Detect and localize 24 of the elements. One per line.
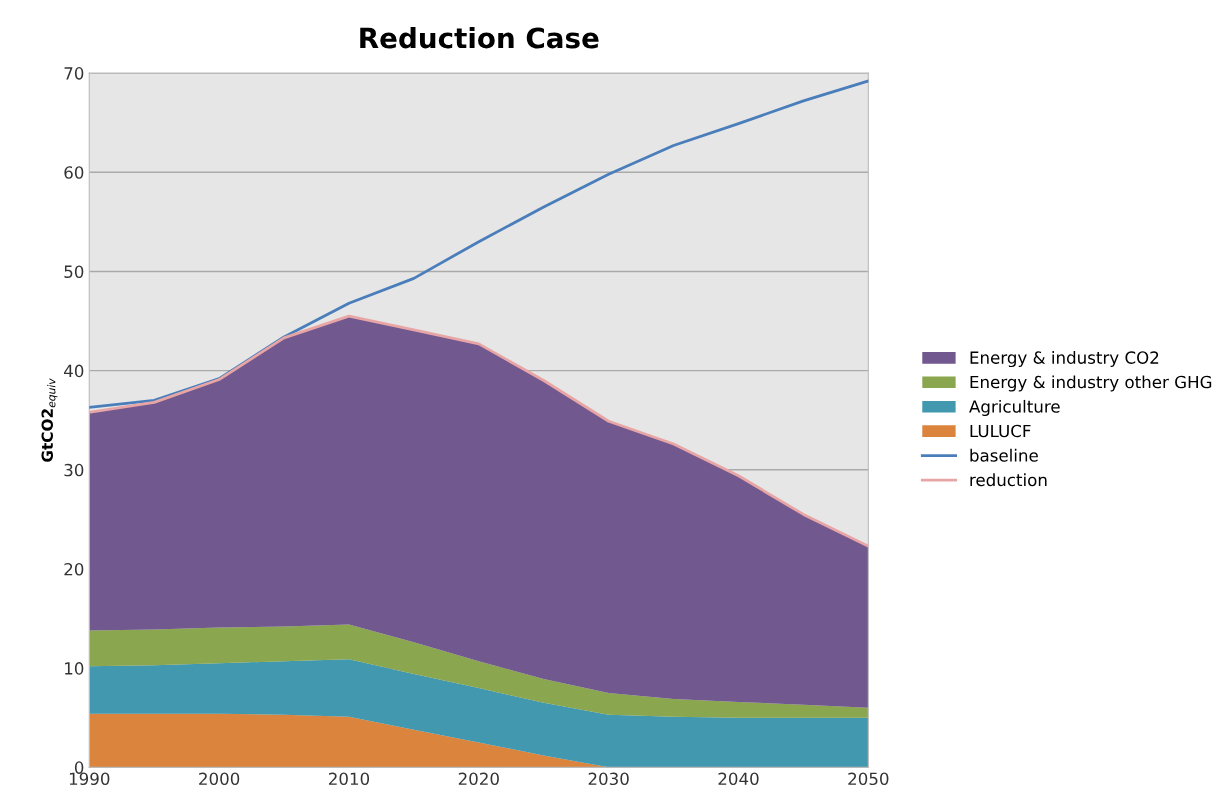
legend-label: Energy & industry CO2 [970, 350, 1159, 368]
chart-title: Reduction Case [360, 26, 599, 49]
x-tick-label: 2040 [718, 772, 759, 786]
x-tick-label: 2020 [458, 772, 499, 786]
legend-label: baseline [970, 448, 1038, 462]
legend-label: LULUCF [970, 424, 1031, 438]
x-tick-label: 1990 [69, 772, 110, 786]
y-tick-label: 10 [65, 662, 84, 675]
line-series [89, 314, 869, 548]
legend-label: Energy & industry other GHG [970, 375, 1212, 392]
y-tick-label: 60 [64, 166, 84, 179]
x-tick-label: 2050 [848, 772, 889, 786]
y-tick-label: 20 [64, 562, 84, 576]
y-tick-label: 30 [64, 463, 84, 477]
x-tick-label: 2000 [199, 772, 240, 786]
y-tick-label: 70 [64, 67, 84, 80]
legend-label: reduction [970, 473, 1047, 487]
y-tick-label: 40 [64, 364, 84, 378]
x-tick-label: 2030 [588, 772, 629, 786]
legend-label: Agriculture [969, 399, 1060, 417]
y-tick-label: 0 [74, 761, 84, 774]
x-tick-label: 2010 [328, 772, 370, 786]
y-axis-title: GtCO2$_{equiv}$ [41, 378, 58, 462]
y-tick-label: 50 [64, 265, 84, 279]
